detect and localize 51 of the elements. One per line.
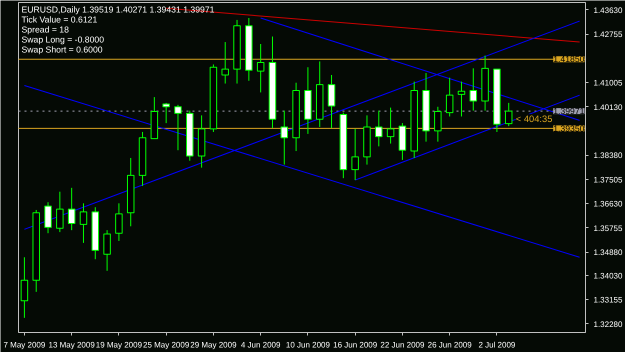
- candlestick: [56, 191, 64, 233]
- x-tick-label: 4 Jun 2009: [240, 340, 281, 350]
- candlestick: [256, 43, 264, 93]
- y-tick-label: 1.43630: [594, 6, 623, 15]
- candlestick: [375, 110, 383, 147]
- y-tick-label: 1.34880: [594, 248, 623, 258]
- x-tick-label: 7 May 2009: [4, 340, 46, 350]
- x-tick-label: 19 May 2009: [96, 340, 143, 350]
- x-tick-label: 13 May 2009: [48, 340, 96, 350]
- candlestick: [68, 187, 76, 231]
- annotation: Spread = 18: [22, 24, 70, 34]
- candlestick: [470, 68, 478, 112]
- candlestick: [504, 102, 512, 127]
- ref-line-label: 1.41850: [553, 54, 585, 64]
- ref-line-label: 1.39971: [553, 106, 585, 116]
- x-tick-label: 2 Jul 2009: [478, 340, 516, 350]
- y-tick-label: 1.34030: [594, 272, 623, 281]
- candlestick: [446, 77, 454, 117]
- y-tick-label: 1.42755: [594, 30, 623, 40]
- annotation: Tick Value = 0.6121: [22, 14, 98, 24]
- x-tick-label: 25 May 2009: [143, 340, 190, 350]
- x-tick-label: 16 Jun 2009: [333, 340, 378, 350]
- candlestick: [328, 74, 336, 129]
- y-tick-label: 1.37505: [594, 175, 623, 184]
- candlestick: [351, 128, 359, 181]
- candlestick: [174, 104, 182, 151]
- candlestick: [115, 202, 123, 242]
- y-tick-label: 1.35755: [594, 224, 623, 233]
- annotation: Swap Long = -0.8000: [22, 34, 104, 44]
- y-tick-label: 1.36630: [594, 200, 623, 209]
- candlestick: [280, 110, 288, 166]
- x-tick-label: 26 Jun 2009: [428, 340, 472, 350]
- y-tick-label: 1.41005: [594, 78, 623, 88]
- y-tick-label: 1.33155: [594, 296, 623, 305]
- candlestick: [386, 107, 394, 144]
- candlestick: [434, 106, 442, 142]
- annotation: < 404:35: [516, 114, 552, 124]
- candlestick: [80, 202, 88, 244]
- candlestick: [221, 42, 229, 84]
- annotation: Swap Short = 0.6000: [22, 44, 103, 54]
- candlestick: [44, 202, 52, 234]
- x-tick-label: 22 Jun 2009: [380, 340, 425, 350]
- ref-line-label: 1.39350: [553, 123, 585, 134]
- y-tick-label: 1.40130: [594, 102, 623, 112]
- x-tick-label: 10 Jun 2009: [286, 340, 330, 350]
- x-tick-label: 29 May 2009: [190, 340, 238, 350]
- y-tick-label: 1.38380: [594, 151, 623, 160]
- candlestick: [458, 81, 466, 117]
- candlestick: [103, 230, 111, 272]
- y-tick-label: 1.32280: [594, 320, 623, 329]
- candlestick: [162, 102, 170, 124]
